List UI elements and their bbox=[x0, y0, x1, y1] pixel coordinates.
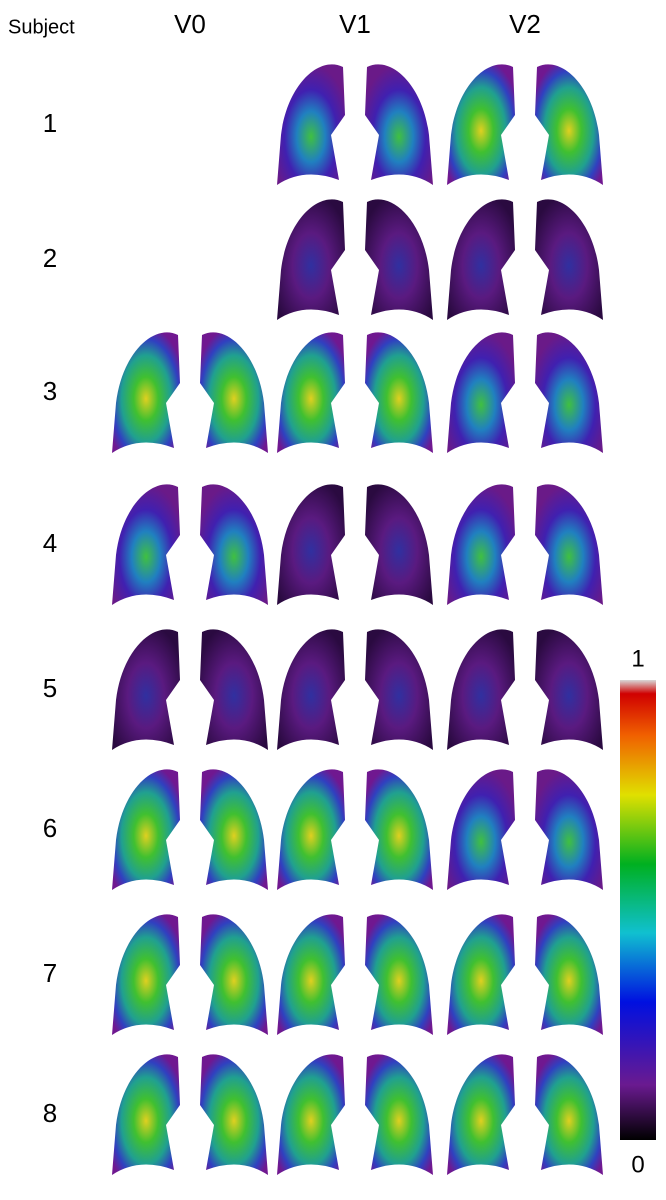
subject-row: 7 bbox=[43, 914, 603, 1035]
right-lung bbox=[200, 769, 268, 890]
subject-label: 2 bbox=[43, 243, 57, 273]
left-lung bbox=[112, 332, 180, 453]
row-header: Subject bbox=[8, 16, 75, 38]
column-header: V2 bbox=[509, 9, 541, 39]
lung-image bbox=[277, 769, 433, 890]
lung-image bbox=[277, 199, 433, 320]
left-lung bbox=[112, 769, 180, 890]
left-lung bbox=[277, 332, 345, 453]
subject-label: 7 bbox=[43, 958, 57, 988]
lung-image bbox=[277, 64, 433, 185]
right-lung bbox=[365, 199, 433, 320]
lung-image bbox=[112, 484, 268, 605]
column-header: V0 bbox=[174, 9, 206, 39]
left-lung bbox=[277, 64, 345, 185]
right-lung bbox=[200, 332, 268, 453]
colorbar-min: 0 bbox=[631, 1151, 644, 1178]
right-lung bbox=[365, 629, 433, 750]
left-lung bbox=[277, 1054, 345, 1175]
lung-image bbox=[447, 769, 603, 890]
lung-image bbox=[112, 914, 268, 1035]
left-lung bbox=[277, 199, 345, 320]
right-lung bbox=[535, 629, 603, 750]
left-lung bbox=[447, 64, 515, 185]
left-lung bbox=[447, 769, 515, 890]
lung-image bbox=[277, 914, 433, 1035]
subject-row: 8 bbox=[43, 1054, 603, 1175]
colorbar bbox=[620, 680, 656, 1140]
right-lung bbox=[365, 914, 433, 1035]
lung-image bbox=[112, 1054, 268, 1175]
lung-image bbox=[447, 914, 603, 1035]
lung-image bbox=[447, 484, 603, 605]
right-lung bbox=[365, 332, 433, 453]
subject-row: 2 bbox=[43, 199, 603, 320]
right-lung bbox=[535, 484, 603, 605]
subject-label: 1 bbox=[43, 108, 57, 138]
lung-image bbox=[277, 332, 433, 453]
lung-image bbox=[112, 629, 268, 750]
right-lung bbox=[535, 64, 603, 185]
subject-label: 3 bbox=[43, 376, 57, 406]
left-lung bbox=[112, 1054, 180, 1175]
left-lung bbox=[447, 199, 515, 320]
column-headers: V0 V1 V2 bbox=[174, 9, 541, 39]
right-lung bbox=[200, 484, 268, 605]
right-lung bbox=[365, 769, 433, 890]
subject-row: 5 bbox=[43, 629, 603, 750]
subject-row: 3 bbox=[43, 332, 603, 453]
lung-image bbox=[112, 769, 268, 890]
lung-image bbox=[277, 629, 433, 750]
left-lung bbox=[112, 629, 180, 750]
right-lung bbox=[535, 769, 603, 890]
left-lung bbox=[447, 1054, 515, 1175]
lung-image bbox=[277, 1054, 433, 1175]
left-lung bbox=[277, 914, 345, 1035]
column-header: V1 bbox=[339, 9, 371, 39]
lung-image bbox=[277, 484, 433, 605]
right-lung bbox=[200, 629, 268, 750]
left-lung bbox=[447, 484, 515, 605]
subject-row: 4 bbox=[43, 484, 603, 605]
right-lung bbox=[365, 64, 433, 185]
lung-image bbox=[112, 332, 268, 453]
lung-image bbox=[447, 1054, 603, 1175]
subject-label: 6 bbox=[43, 813, 57, 843]
colorbar-max: 1 bbox=[631, 645, 644, 672]
right-lung bbox=[200, 1054, 268, 1175]
left-lung bbox=[447, 332, 515, 453]
right-lung bbox=[535, 332, 603, 453]
left-lung bbox=[277, 484, 345, 605]
right-lung bbox=[535, 199, 603, 320]
left-lung bbox=[277, 769, 345, 890]
subject-label: 8 bbox=[43, 1098, 57, 1128]
left-lung bbox=[277, 629, 345, 750]
left-lung bbox=[447, 914, 515, 1035]
lung-image bbox=[447, 64, 603, 185]
subject-row: 6 bbox=[43, 769, 603, 890]
lung-image bbox=[447, 629, 603, 750]
right-lung bbox=[535, 914, 603, 1035]
left-lung bbox=[447, 629, 515, 750]
right-lung bbox=[200, 914, 268, 1035]
lung-image bbox=[447, 199, 603, 320]
subject-label: 4 bbox=[43, 528, 57, 558]
right-lung bbox=[365, 484, 433, 605]
subject-row: 1 bbox=[43, 64, 603, 185]
left-lung bbox=[112, 914, 180, 1035]
right-lung bbox=[365, 1054, 433, 1175]
left-lung bbox=[112, 484, 180, 605]
right-lung bbox=[535, 1054, 603, 1175]
subject-label: 5 bbox=[43, 673, 57, 703]
rows: 1 2 3 4 5 6 7 8 bbox=[43, 64, 603, 1175]
lung-image bbox=[447, 332, 603, 453]
